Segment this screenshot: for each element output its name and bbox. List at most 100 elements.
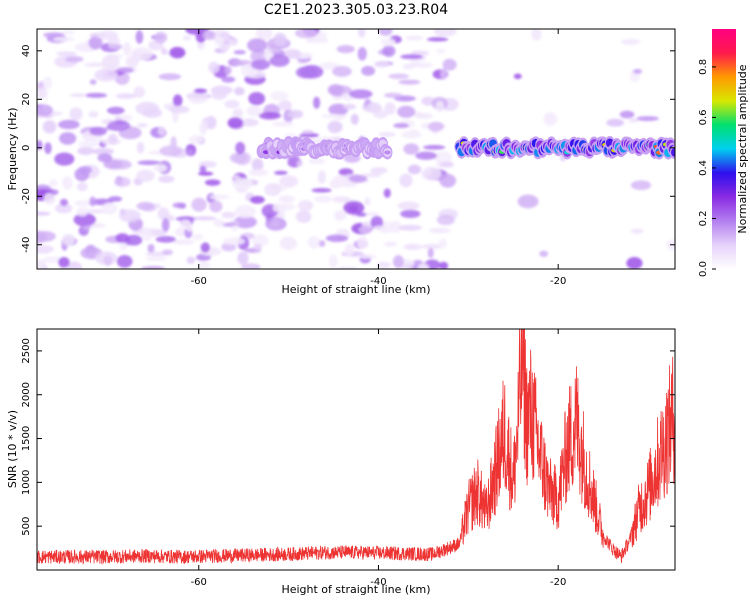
spectrogram-cell	[374, 60, 390, 68]
spectrogram-frame	[36, 28, 676, 270]
snr-frame	[36, 328, 676, 571]
spectrogram-cell	[235, 141, 246, 155]
spectrogram-cell	[154, 31, 168, 44]
spectrogram-cell	[517, 194, 539, 209]
spectrogram-cell	[54, 152, 75, 166]
spectrogram-cell	[332, 195, 351, 203]
spectrogram-cell	[58, 257, 70, 268]
spectrogram-cell	[107, 120, 131, 132]
spectrogram-cell	[43, 192, 56, 205]
spectrogram-cell	[364, 197, 371, 206]
spectrogram-cell	[279, 236, 297, 251]
spectrogram-cell	[70, 93, 87, 98]
snr-y-tick-label: 1000	[21, 470, 32, 495]
spectrogram-cell	[161, 218, 170, 232]
spectrogram-cell	[362, 173, 382, 178]
spectrogram-cell	[119, 114, 133, 122]
spectrogram-cell	[336, 266, 357, 269]
spectrogram-cell	[287, 109, 304, 119]
spectrogram-cell	[269, 54, 290, 67]
spectrogram-cell	[221, 76, 236, 83]
spectrogram-x-label: Height of straight line (km)	[281, 283, 430, 296]
spectrogram-cell	[299, 133, 320, 138]
spectrogram-cell	[231, 225, 239, 232]
spectrogram-cell	[37, 244, 54, 254]
snr-plot: -60 -40 -20 500 1000 1500 2000 2500 Height of …	[6, 328, 676, 596]
spectrogram-cell	[332, 174, 348, 188]
colorbar-tick-label: 0.0	[698, 261, 709, 277]
spectrogram-cell	[173, 239, 195, 245]
spectrogram-cell	[389, 220, 402, 234]
spectrogram-cell	[384, 241, 397, 247]
spectrogram-cell	[426, 37, 449, 42]
spectrogram-cell	[169, 46, 186, 59]
spectrogram-cell	[370, 167, 388, 174]
spectrogram-cell	[417, 263, 430, 269]
spectrogram-cell	[272, 204, 282, 213]
spectrogram-cell	[382, 45, 396, 58]
spectrogram-cell	[58, 119, 80, 130]
spectrogram-ridge-peak	[384, 150, 391, 155]
spectrogram-cell	[392, 254, 404, 269]
spectrogram-cell	[162, 249, 174, 256]
spectrogram-cell	[43, 32, 65, 38]
spectrogram-cell	[378, 131, 396, 138]
spectrogram-cell	[278, 100, 292, 111]
spectrogram-cell	[348, 174, 368, 183]
spectrogram-cell	[297, 200, 314, 212]
spectrogram-cell	[328, 254, 338, 269]
spectrogram-cell	[313, 195, 333, 203]
spectrogram-cell	[88, 110, 99, 118]
spectrogram-cell	[308, 157, 326, 165]
spectrogram-cell	[94, 251, 118, 265]
spectrogram-cell	[405, 35, 424, 41]
spectrogram-cell	[82, 225, 91, 230]
spectrogram-x-tick-label: -40	[370, 276, 386, 287]
spectrogram-cell	[365, 102, 382, 113]
spectrogram-cell	[101, 54, 120, 69]
spectrogram-cell	[421, 243, 444, 250]
spectrogram-cell	[271, 121, 295, 127]
spectrogram-cell	[196, 261, 211, 269]
spectrogram-cell	[342, 103, 357, 110]
spectrogram-cell	[61, 30, 75, 35]
spectrogram-cell	[83, 62, 107, 68]
spectrogram-cell	[66, 261, 82, 269]
spectrogram-cell	[37, 230, 47, 244]
spectrogram-cell	[403, 143, 420, 155]
spectrogram-cell	[37, 211, 51, 216]
spectrogram-cell	[136, 123, 148, 128]
spectrogram-cell	[194, 88, 208, 94]
spectrogram-plot: -60 -40 -20 -40 -20 0 20 40 Height of straight…	[6, 28, 676, 296]
spectrogram-cell	[123, 42, 132, 56]
spectrogram-cell	[37, 259, 46, 269]
spectrogram-cell	[383, 188, 391, 198]
spectrogram-cell	[428, 227, 451, 234]
spectrogram-cell	[412, 62, 433, 68]
spectrogram-cell	[233, 215, 257, 229]
spectrogram-cell	[89, 79, 97, 85]
spectrogram-cell	[101, 202, 118, 215]
spectrogram-cell	[136, 169, 155, 182]
spectrogram-cell	[415, 113, 434, 120]
spectrogram-cell	[357, 236, 368, 249]
spectrogram-cell	[393, 123, 410, 129]
snr-y-tick-label: 500	[21, 517, 32, 536]
spectrogram-cell	[147, 243, 155, 253]
spectrogram-cell	[251, 158, 264, 172]
spectrogram-cell	[295, 210, 312, 223]
spectrogram-cell	[336, 45, 355, 54]
spectrogram-cell	[115, 93, 137, 99]
spectrogram-cell	[358, 254, 377, 259]
spectrogram-cell	[202, 30, 216, 40]
spectrogram-cell	[334, 210, 347, 221]
spectrogram-cell	[628, 118, 639, 123]
spectrogram-cell	[246, 105, 262, 117]
snr-y-tick-label: 2000	[21, 382, 32, 407]
spectrogram-cell	[193, 216, 217, 221]
spectrogram-cell	[125, 234, 143, 246]
spectrogram-cell	[77, 146, 94, 156]
spectrogram-cell	[327, 84, 344, 96]
spectrogram-cell	[284, 48, 302, 59]
spectrogram-cell	[89, 126, 108, 136]
